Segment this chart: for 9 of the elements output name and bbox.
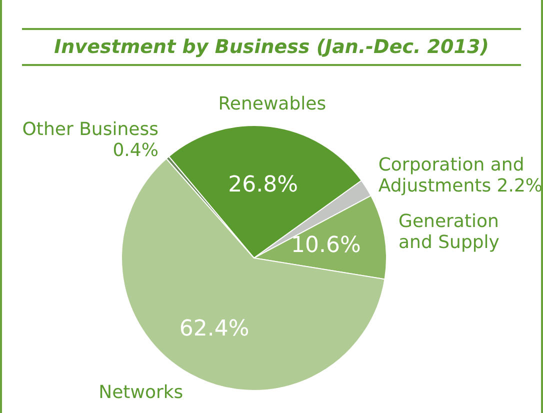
slice-label: Generation and Supply bbox=[398, 210, 500, 253]
slice-label: Networks bbox=[98, 382, 184, 403]
data-label: 62.4% bbox=[179, 316, 250, 342]
chart-title: Investment by Business (Jan.-Dec. 2013) bbox=[22, 28, 521, 66]
data-label: 26.8% bbox=[228, 172, 298, 198]
slice-label: Other Business bbox=[22, 119, 158, 140]
slice-label: Renewables bbox=[218, 93, 326, 114]
data-label: 0.4% bbox=[112, 140, 158, 162]
data-label: 10.6% bbox=[290, 232, 361, 258]
